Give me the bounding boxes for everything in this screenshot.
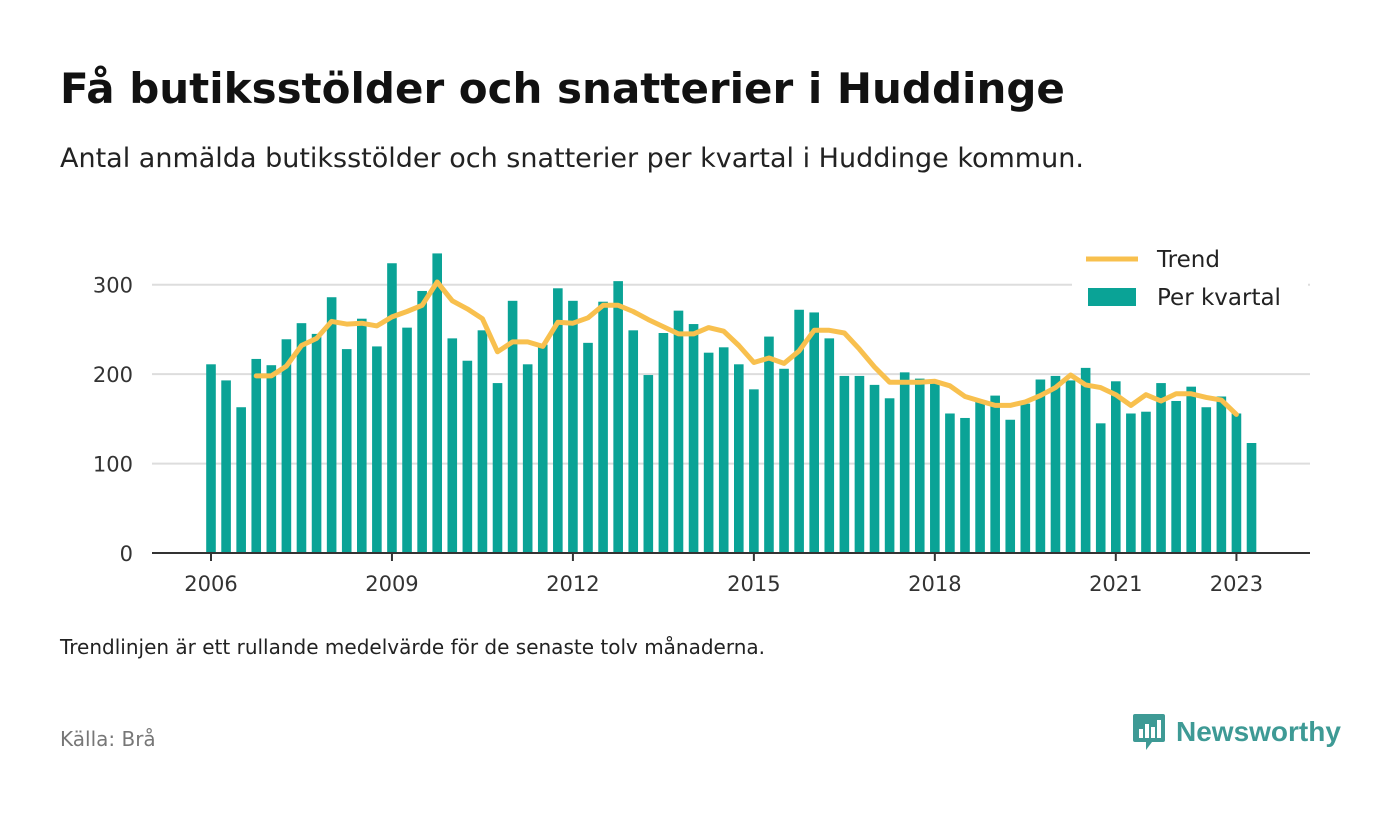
x-tick-label: 2023 [1210,572,1263,596]
y-tick-label: 100 [93,453,133,477]
bar [779,368,789,553]
bar [266,365,277,553]
bar [507,300,518,553]
bar [477,330,488,553]
bar [372,346,382,553]
bar [357,318,367,553]
bar [387,263,397,553]
bar [1065,380,1076,553]
x-tick-label: 2021 [1089,572,1142,596]
bar [311,333,322,553]
bar [206,364,216,553]
bar [899,372,910,553]
bar [1020,403,1031,553]
trend-line-layer [253,279,1239,417]
bar [975,400,985,553]
bar [1201,407,1212,553]
bar [1171,400,1181,553]
bar [341,349,352,553]
y-tick-label: 200 [93,363,133,387]
bar [447,338,458,553]
bar [688,324,699,553]
bar [1141,411,1151,553]
bar [236,407,246,553]
trend-line [253,279,1239,417]
bar [598,301,608,553]
y-tick-label: 300 [93,274,133,298]
bar [1186,386,1196,553]
bar [643,375,654,553]
x-tick-label: 2006 [184,572,237,596]
bar [1111,381,1121,553]
newsworthy-logo-icon [1133,714,1165,750]
bar [824,338,835,553]
axes: 0 100 200 300 2006 2009 2012 2015 2018 2021 2023 [93,274,1310,596]
bar [839,375,850,553]
bar [1246,443,1257,553]
bar [1080,367,1091,553]
bar [462,360,473,553]
bar [884,398,895,553]
bar [628,330,639,553]
bar [809,312,819,553]
legend-swatch-per-kvartal [1088,288,1136,306]
chart-subtitle: Antal anmälda butiksstölder och snatteri… [60,143,1084,174]
bar [1156,383,1166,553]
x-tick-label: 2015 [727,572,780,596]
bar [990,395,1000,553]
bar [1126,413,1136,553]
bar [296,323,307,553]
bar [960,417,970,553]
bar [1231,413,1242,553]
legend-label: Per kvartal [1157,285,1281,311]
bar [522,364,533,553]
bar [703,352,714,553]
footnote: Trendlinjen är ett rullande medelvärde f… [60,635,766,659]
x-tick-label: 2009 [365,572,418,596]
bar [764,336,774,553]
bar [221,380,231,553]
bar [553,288,563,553]
bar [1035,379,1046,553]
bar [930,380,940,553]
bar [281,339,292,553]
bar [537,344,548,553]
bar [1095,423,1106,553]
bar [718,347,729,553]
bar [432,253,442,553]
bar [869,384,880,553]
x-tick-label: 2012 [546,572,599,596]
bar [914,378,925,553]
bar [402,327,412,553]
bar [658,333,669,553]
bar [251,358,262,553]
x-tick-label: 2018 [908,572,961,596]
chart-title: Få butiksstölder och snatterier i Huddin… [60,64,1065,113]
bar [492,383,503,553]
bar [945,413,955,553]
chart: 0 100 200 300 2006 2009 2012 2015 2018 2021 2023 T… [92,238,1310,596]
y-tick-label: 0 [120,542,133,566]
bar [794,309,804,553]
brand-name: Newsworthy [1176,716,1341,747]
bar [673,310,684,553]
source: Källa: Brå [60,727,156,751]
legend: Trend Per kvartal [1072,238,1308,316]
bar [568,300,578,553]
bar [854,375,865,553]
bar [583,342,593,553]
bar [326,297,337,553]
bar [1005,419,1016,553]
bar [417,290,427,553]
bar [1050,375,1061,553]
bar [1216,396,1227,553]
bar [734,364,744,553]
legend-label: Trend [1156,247,1220,273]
bars [206,253,1257,553]
bar [749,389,759,553]
bar [613,281,623,553]
brand-logo: Newsworthy [1132,712,1341,752]
